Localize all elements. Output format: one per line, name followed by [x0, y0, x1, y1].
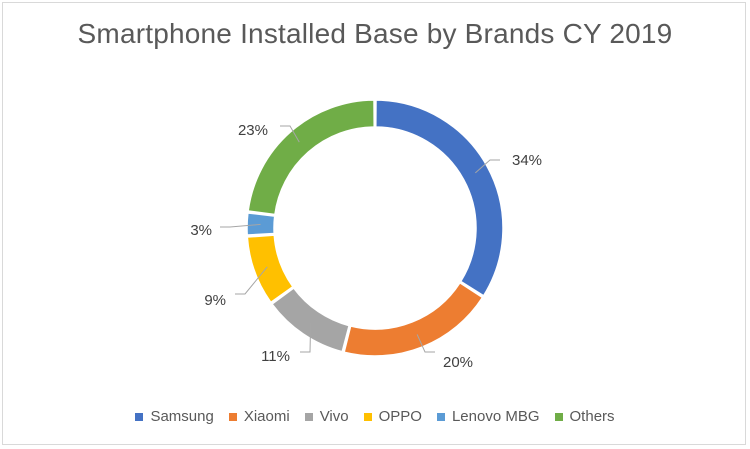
legend-label: Samsung — [150, 408, 214, 425]
donut-slice-oppo — [246, 234, 294, 304]
legend-swatch — [228, 412, 237, 421]
donut-slice-others — [247, 99, 375, 216]
legend-swatch — [554, 412, 563, 421]
leader-line — [235, 266, 268, 295]
leader-line — [280, 125, 300, 143]
data-label: 20% — [443, 354, 473, 371]
donut-slice-vivo — [270, 286, 351, 353]
chart-legend: Samsung Xiaomi Vivo OPPO Lenovo MBG Others — [0, 408, 750, 425]
legend-label: OPPO — [378, 408, 422, 425]
legend-entry: Samsung — [135, 408, 214, 425]
data-label: 11% — [261, 348, 290, 365]
chart-title: Smartphone Installed Base by Brands CY 2… — [77, 18, 673, 49]
data-label: 3% — [190, 222, 212, 239]
legend-entry: OPPO — [363, 408, 422, 425]
data-label: 23% — [238, 122, 268, 139]
leader-line — [220, 223, 261, 228]
legend-label: Lenovo MBG — [451, 408, 540, 425]
data-label: 9% — [204, 292, 226, 309]
legend-entry: Others — [554, 408, 615, 425]
legend-entry: Xiaomi — [228, 408, 290, 425]
legend-label: Others — [569, 408, 615, 425]
donut-slice-lenovo-mbg — [246, 212, 276, 236]
chart-frame — [2, 2, 746, 445]
legend-label: Vivo — [319, 408, 349, 425]
legend-entry: Vivo — [304, 408, 349, 425]
leader-line — [475, 159, 500, 174]
legend-swatch — [304, 412, 313, 421]
legend-entry: Lenovo MBG — [436, 408, 540, 425]
legend-swatch — [135, 412, 144, 421]
donut-slice-samsung — [375, 99, 504, 297]
legend-label: Xiaomi — [243, 408, 290, 425]
data-label: 34% — [512, 152, 542, 169]
leader-line — [300, 322, 312, 353]
legend-swatch — [436, 412, 445, 421]
donut-slice-xiaomi — [343, 281, 484, 357]
legend-swatch — [363, 412, 372, 421]
leader-line — [416, 334, 435, 353]
